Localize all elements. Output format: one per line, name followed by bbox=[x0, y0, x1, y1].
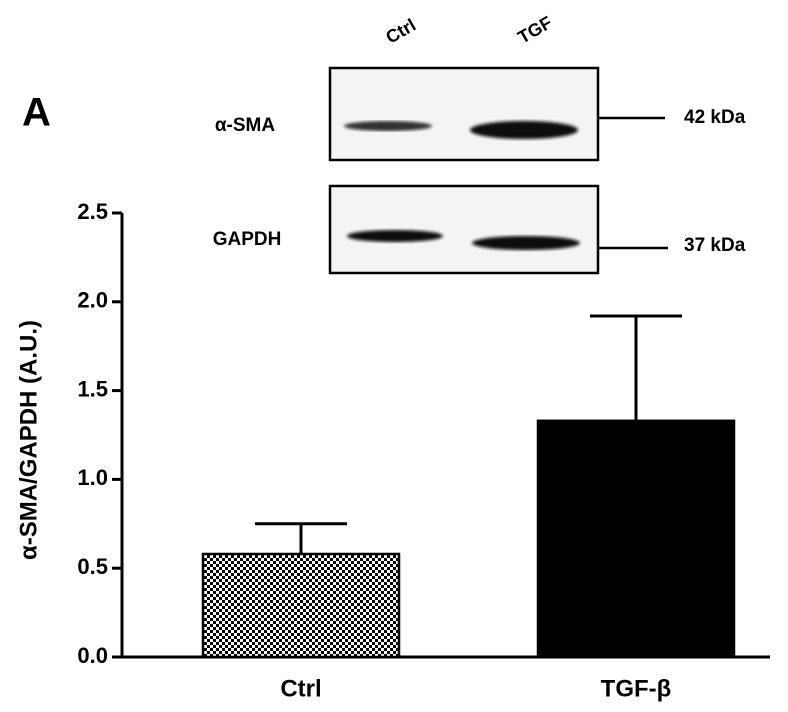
bar bbox=[201, 552, 401, 659]
row-label: GAPDH bbox=[213, 229, 282, 250]
band bbox=[470, 121, 578, 139]
y-tick-label: 2.0 bbox=[77, 288, 108, 313]
y-axis-label: α-SMA/GAPDH (A.U.) bbox=[15, 320, 42, 560]
row-label: α-SMA bbox=[215, 115, 276, 136]
y-tick-label: 1.0 bbox=[77, 465, 108, 490]
x-tick-label: TGF-β bbox=[601, 675, 672, 702]
lane-label: Ctrl bbox=[382, 15, 419, 48]
size-label: 37 kDa bbox=[684, 235, 746, 256]
panel-label: A bbox=[22, 91, 51, 135]
y-tick-label: 1.5 bbox=[77, 376, 108, 401]
y-tick-label: 2.5 bbox=[77, 199, 108, 224]
x-tick-label: Ctrl bbox=[280, 675, 321, 702]
lane-label: TGF bbox=[514, 12, 555, 47]
band bbox=[347, 230, 443, 242]
band bbox=[344, 121, 432, 131]
size-label: 42 kDa bbox=[684, 107, 746, 128]
blot-panel bbox=[328, 66, 600, 162]
bar bbox=[536, 419, 736, 659]
blot-inset: α-SMA GAPDH 42 kDa 37 kDa Ctrl TGF bbox=[213, 12, 746, 275]
blot-panel bbox=[328, 184, 600, 275]
y-tick-label: 0.5 bbox=[77, 554, 108, 579]
band bbox=[472, 236, 580, 250]
y-tick-label: 0.0 bbox=[77, 643, 108, 668]
